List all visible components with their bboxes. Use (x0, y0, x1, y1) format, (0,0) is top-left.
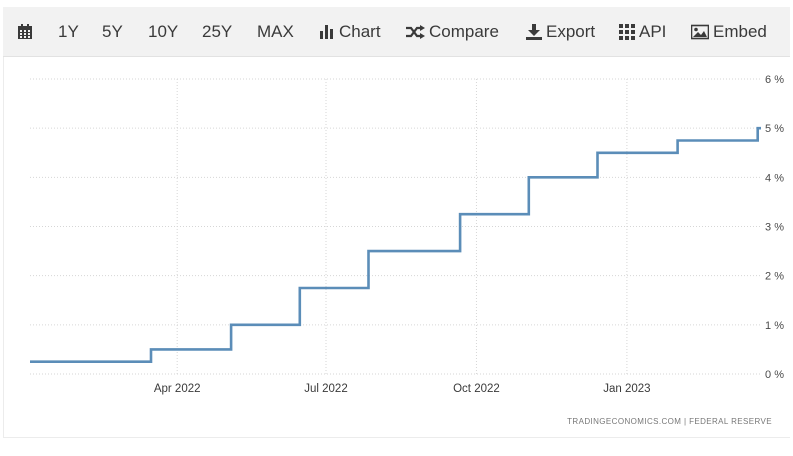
embed-label: Embed (713, 22, 767, 41)
range-25y-button[interactable]: 25Y (202, 7, 232, 57)
download-icon (526, 24, 542, 40)
x-tick-label: Jan 2023 (603, 383, 650, 395)
chart-type-label: Chart (339, 22, 381, 41)
x-tick-label: Apr 2022 (154, 383, 201, 395)
tick-label-layer: 0 % 1 % 2 % 3 % 4 % 5 % 6 % Apr 2022 Jul 2022 Oct… (154, 74, 784, 395)
shuffle-icon (406, 25, 425, 39)
series-layer (30, 126, 761, 363)
series-line-interest-rate (30, 126, 761, 363)
grid-layer (30, 78, 761, 375)
chart-frame (3, 57, 790, 438)
compare-label: Compare (429, 22, 499, 41)
range-1y-label: 1Y (58, 22, 79, 41)
compare-button[interactable]: Compare (405, 7, 499, 57)
export-label: Export (546, 22, 596, 41)
api-button[interactable]: API (619, 7, 666, 57)
y-tick-label: 2 % (765, 271, 784, 283)
chart-type-button[interactable]: Chart (319, 7, 381, 57)
x-tick-label: Oct 2022 (453, 383, 500, 395)
range-10y-label: 10Y (148, 22, 179, 41)
y-tick-label: 5 % (765, 123, 784, 135)
range-1y-button[interactable]: 1Y (58, 7, 79, 57)
image-icon (691, 24, 709, 40)
range-max-button[interactable]: MAX (257, 7, 294, 57)
x-tick-label: Jul 2022 (304, 383, 347, 395)
chart-toolbar: 1Y 5Y 10Y 25Y MAX Chart Compare Export (3, 7, 790, 57)
y-tick-label: 1 % (765, 320, 784, 332)
range-10y-button[interactable]: 10Y (148, 7, 178, 57)
range-25y-label: 25Y (202, 22, 233, 41)
calendar-button[interactable] (17, 7, 33, 57)
bar-chart-icon (320, 25, 333, 39)
y-tick-label: 6 % (765, 74, 784, 86)
source-attribution: TRADINGECONOMICS.COM | FEDERAL RESERVE (567, 417, 772, 426)
export-button[interactable]: Export (526, 7, 595, 57)
range-5y-button[interactable]: 5Y (102, 7, 123, 57)
grid-icon (619, 24, 635, 40)
y-tick-label: 0 % (765, 369, 784, 381)
range-5y-label: 5Y (102, 22, 123, 41)
range-max-label: MAX (257, 22, 294, 41)
api-label: API (639, 22, 667, 41)
y-tick-label: 3 % (765, 222, 784, 234)
y-tick-label: 4 % (765, 172, 784, 184)
embed-button[interactable]: Embed (691, 7, 767, 57)
calendar-icon (18, 24, 32, 39)
